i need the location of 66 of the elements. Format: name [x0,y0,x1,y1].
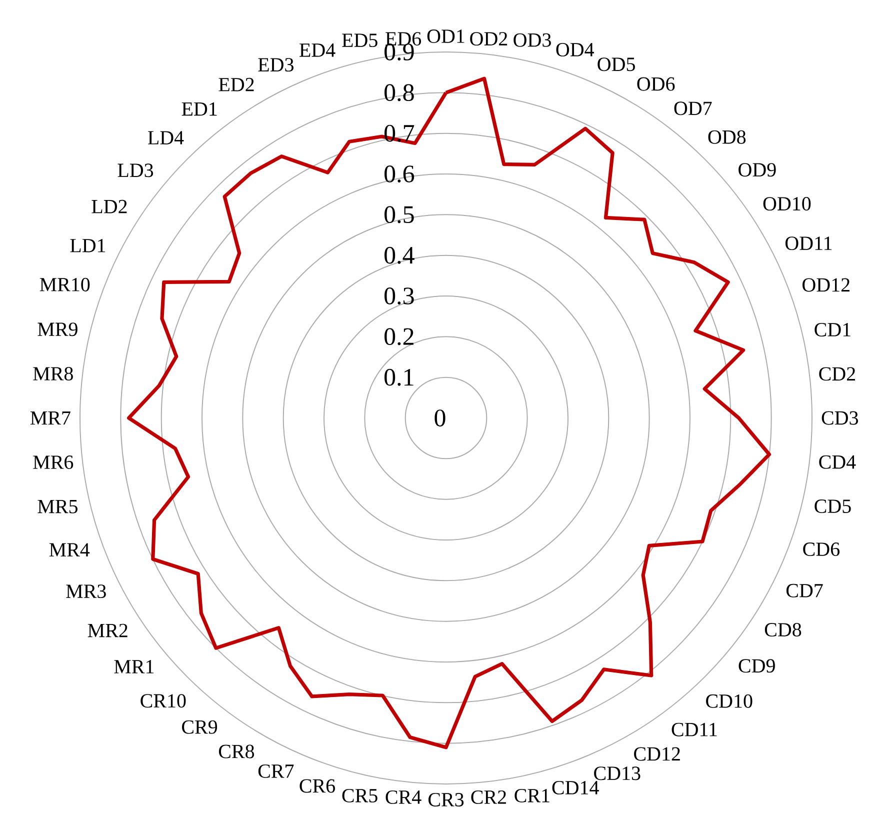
spoke-label: MR9 [38,322,78,336]
spoke-label: CR4 [386,790,422,804]
spoke-label: OD3 [514,33,551,47]
spoke-label: MR10 [40,278,90,292]
spoke-label: ED4 [300,44,336,57]
y-tick-label: 0.2 [384,328,414,346]
spoke-label: OD11 [785,236,832,250]
spoke-label: CD4 [819,455,856,469]
y-tick-label: 0.6 [384,166,414,182]
spoke-label: CR3 [428,792,464,806]
spoke-label: CR1 [514,788,550,802]
spoke-label: MR3 [66,584,106,598]
spoke-label: LD1 [70,238,106,252]
spoke-label: CD5 [814,500,851,513]
spoke-label: LD4 [148,131,184,144]
spoke-label: LD2 [92,200,127,214]
spoke-label: CR8 [218,744,254,758]
spoke-label: MR6 [33,456,74,469]
spoke-label: CD8 [764,622,802,636]
y-tick-label: 0.4 [384,246,414,264]
spoke-label: CR2 [471,790,506,804]
spoke-label: MR2 [88,624,128,638]
spoke-label: CD13 [594,766,640,780]
spoke-label: OD7 [674,102,712,116]
spoke-label: CR9 [182,720,218,734]
spoke-label: CD12 [634,747,680,761]
spoke-label: CD9 [738,659,775,673]
spoke-label: LD3 [118,164,154,178]
spoke-label: CD2 [819,367,855,381]
spoke-label: CD7 [786,584,823,598]
spoke-label: CD6 [803,542,840,556]
spoke-label: OD6 [637,77,675,91]
y-tick-label: 0.3 [384,288,414,304]
spoke-label: ED1 [182,102,217,116]
spoke-label: CR6 [300,779,335,793]
y-tick-label: 0.9 [384,44,414,60]
spoke-label: OD10 [763,197,811,211]
spoke-label: MR1 [114,660,154,674]
spoke-label: OD12 [802,278,850,292]
spoke-label: OD9 [738,163,776,177]
y-tick-label: 0.1 [384,368,414,386]
spoke-label: MR7 [30,411,70,425]
spoke-label: CD3 [822,411,858,425]
y-tick-label: 0.8 [384,84,414,102]
spoke-label: ED2 [218,78,254,92]
spoke-label: CR5 [342,788,378,802]
y-tick-label: 0 [434,410,446,426]
spoke-label: ED5 [342,34,378,48]
spoke-label: CD1 [814,323,850,336]
spoke-label: OD2 [470,32,508,46]
spoke-label: MR4 [49,543,90,556]
spoke-label: CR7 [258,764,294,778]
y-tick-label: 0.5 [384,206,414,224]
spoke-label: OD1 [427,30,464,44]
spoke-label: OD4 [556,42,594,56]
spoke-label: CD11 [672,722,717,736]
spoke-label: CR10 [140,694,186,708]
spoke-label: CD10 [706,694,752,708]
spoke-label: MR8 [33,366,73,380]
spoke-label: OD8 [708,130,746,144]
spoke-label: OD5 [598,58,635,72]
spoke-label: MR5 [38,500,78,514]
spoke-label: ED3 [258,58,294,72]
spoke-label: CD14 [552,780,599,794]
y-tick-label: 0.7 [384,124,414,142]
spoke-label: ED6 [386,32,422,46]
